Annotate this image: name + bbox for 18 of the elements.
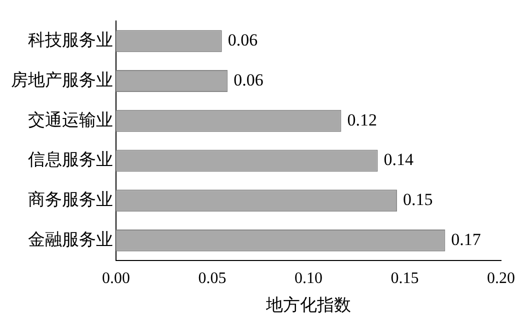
y-tick-label: 房地产服务业 <box>11 70 113 90</box>
y-tick-label: 金融服务业 <box>28 230 113 249</box>
y-tick-label: 信息服务业 <box>28 150 113 170</box>
data-label: 0.12 <box>347 110 377 130</box>
y-tick-label: 科技服务业 <box>28 30 113 50</box>
data-label: 0.15 <box>403 190 433 210</box>
data-label: 0.06 <box>234 70 264 90</box>
x-tick-label: 0.20 <box>487 270 515 288</box>
data-label: 0.14 <box>384 150 414 170</box>
x-tick-label: 0.15 <box>390 270 419 288</box>
data-label: 0.17 <box>451 230 482 249</box>
x-tick-label: 0.00 <box>102 270 130 288</box>
y-tick-label: 交通运输业 <box>28 110 113 130</box>
y-tick-label: 商务服务业 <box>28 190 113 210</box>
x-tick-label: 0.10 <box>294 270 322 288</box>
x-axis-title: 地方化指数 <box>265 295 351 314</box>
data-label: 0.06 <box>228 30 258 50</box>
x-tick-label: 0.05 <box>198 270 226 288</box>
